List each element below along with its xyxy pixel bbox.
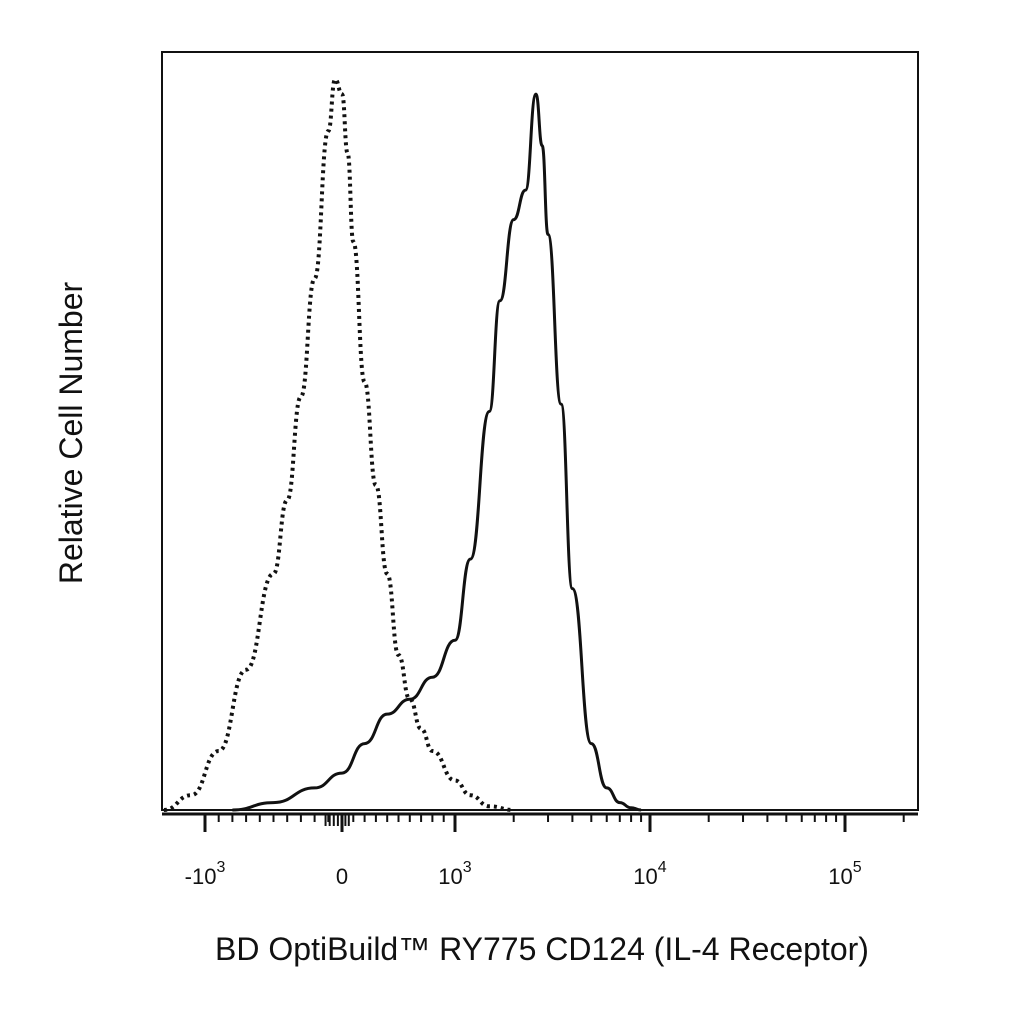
- x-tick-label: 105: [828, 859, 861, 889]
- series-layer: [163, 77, 642, 812]
- x-axis-label: BD OptiBuild™ RY775 CD124 (IL-4 Receptor…: [215, 931, 869, 967]
- x-ticks: [203, 814, 905, 832]
- x-tick-label: 0: [336, 864, 348, 889]
- series-dotted-line: [163, 77, 514, 812]
- x-tick-label: 104: [633, 859, 666, 889]
- series-solid-line: [232, 92, 642, 812]
- x-tick-labels: -103 0 103 104 105: [185, 859, 862, 889]
- plot-frame: [161, 51, 919, 811]
- y-axis-label: Relative Cell Number: [53, 281, 89, 584]
- x-tick-label: -103: [185, 859, 226, 889]
- x-tick-label: 103: [438, 859, 471, 889]
